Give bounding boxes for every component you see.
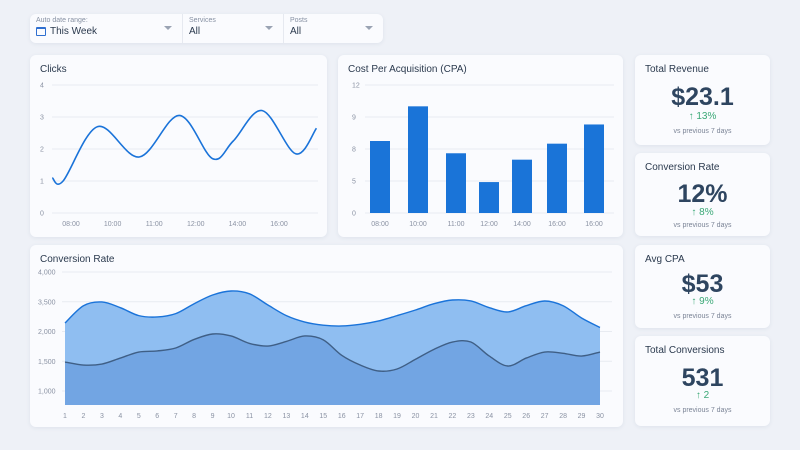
kpi-value: $23.1 <box>671 83 734 111</box>
kpi-subtext: vs previous 7 days <box>673 222 732 229</box>
cpa-title: Cost Per Acquisition (CPA) <box>348 64 467 75</box>
kpi-subtext: vs previous 7 days <box>673 128 732 135</box>
kpi-total-revenue: Total Revenue $23.1 ↑ 13% vs previous 7 … <box>635 55 770 145</box>
cpa-card: Cost Per Acquisition (CPA) <box>338 55 623 237</box>
chevron-down-icon <box>365 26 373 30</box>
kpi-title: Total Conversions <box>645 345 725 356</box>
calendar-icon <box>36 27 46 36</box>
services-label: Services <box>189 17 216 24</box>
chevron-down-icon <box>164 26 172 30</box>
posts-label: Posts <box>290 17 308 24</box>
kpi-total-conversions: Total Conversions 531 ↑ 2 vs previous 7 … <box>635 336 770 426</box>
kpi-title: Total Revenue <box>645 64 709 75</box>
date-range-dropdown[interactable]: Auto date range: This Week <box>30 14 183 43</box>
clicks-card: Clicks <box>30 55 327 237</box>
kpi-title: Avg CPA <box>645 254 685 265</box>
kpi-subtext: vs previous 7 days <box>673 407 732 414</box>
kpi-value: 531 <box>681 364 724 392</box>
kpi-title: Conversion Rate <box>645 162 720 173</box>
kpi-delta: ↑ 8% <box>691 207 714 218</box>
filter-bar: Auto date range: This Week Services All … <box>30 14 383 43</box>
kpi-value: $53 <box>681 270 724 298</box>
kpi-conversion-rate: Conversion Rate 12% ↑ 8% vs previous 7 d… <box>635 153 770 236</box>
date-range-value: This Week <box>50 26 98 37</box>
kpi-delta: ↑ 9% <box>691 296 714 307</box>
posts-dropdown[interactable]: Posts All <box>284 14 383 43</box>
services-value: All <box>189 26 201 37</box>
kpi-delta: ↑ 2 <box>695 390 710 401</box>
conversion-rate-card: Conversion Rate <box>30 245 623 427</box>
kpi-subtext: vs previous 7 days <box>673 313 732 320</box>
chevron-down-icon <box>265 26 273 30</box>
kpi-value: 12% <box>677 180 728 208</box>
kpi-delta: ↑ 13% <box>688 111 717 122</box>
services-dropdown[interactable]: Services All <box>183 14 284 43</box>
conversion-rate-title: Conversion Rate <box>40 254 115 265</box>
posts-value: All <box>290 26 302 37</box>
date-range-label: Auto date range: <box>36 17 88 24</box>
clicks-title: Clicks <box>40 64 67 75</box>
kpi-avg-cpa: Avg CPA $53 ↑ 9% vs previous 7 days <box>635 245 770 328</box>
